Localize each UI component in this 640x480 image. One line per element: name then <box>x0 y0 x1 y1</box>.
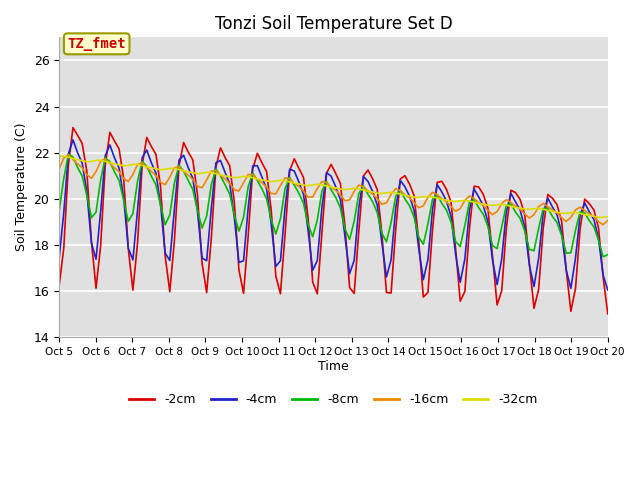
-32cm <box>175 167 183 172</box>
-4cm <box>55 255 63 261</box>
-4cm <box>438 189 445 195</box>
-4cm <box>175 157 183 163</box>
-2cm <box>604 311 612 317</box>
-2cm <box>590 207 598 213</box>
-4cm <box>590 216 598 222</box>
-8cm <box>599 254 607 260</box>
-32cm <box>604 214 612 219</box>
-4cm <box>604 287 612 293</box>
-16cm <box>590 214 598 219</box>
-16cm <box>364 188 372 194</box>
Line: -8cm: -8cm <box>59 154 608 257</box>
Line: -2cm: -2cm <box>59 128 608 314</box>
-32cm <box>60 153 68 159</box>
X-axis label: Time: Time <box>318 360 349 372</box>
-2cm <box>69 125 77 131</box>
-16cm <box>493 209 501 215</box>
Line: -32cm: -32cm <box>59 156 608 217</box>
-8cm <box>175 162 183 168</box>
Title: Tonzi Soil Temperature Set D: Tonzi Soil Temperature Set D <box>214 15 452 33</box>
-16cm <box>438 196 445 202</box>
-4cm <box>207 205 215 211</box>
Line: -4cm: -4cm <box>59 140 608 290</box>
-16cm <box>65 152 72 158</box>
-32cm <box>599 215 607 220</box>
-2cm <box>438 179 445 184</box>
Text: TZ_fmet: TZ_fmet <box>67 37 126 51</box>
Y-axis label: Soil Temperature (C): Soil Temperature (C) <box>15 123 28 252</box>
-16cm <box>175 164 183 169</box>
-16cm <box>599 222 607 228</box>
-8cm <box>590 224 598 230</box>
-32cm <box>590 214 598 219</box>
-32cm <box>364 188 372 194</box>
-8cm <box>65 151 72 157</box>
-4cm <box>364 179 372 184</box>
Legend: -2cm, -4cm, -8cm, -16cm, -32cm: -2cm, -4cm, -8cm, -16cm, -32cm <box>124 388 543 411</box>
-32cm <box>493 202 501 208</box>
-2cm <box>55 283 63 288</box>
-8cm <box>207 182 215 188</box>
-32cm <box>438 196 445 202</box>
-16cm <box>207 168 215 174</box>
-16cm <box>55 166 63 172</box>
-4cm <box>69 137 77 143</box>
-16cm <box>604 217 612 223</box>
Line: -16cm: -16cm <box>59 155 608 225</box>
-32cm <box>55 154 63 159</box>
-2cm <box>493 302 501 308</box>
-8cm <box>438 201 445 206</box>
-4cm <box>493 282 501 288</box>
-2cm <box>364 167 372 173</box>
-2cm <box>175 163 183 169</box>
-8cm <box>493 246 501 252</box>
-8cm <box>364 192 372 197</box>
-32cm <box>207 169 215 175</box>
-8cm <box>604 252 612 258</box>
-2cm <box>207 236 215 241</box>
-8cm <box>55 208 63 214</box>
